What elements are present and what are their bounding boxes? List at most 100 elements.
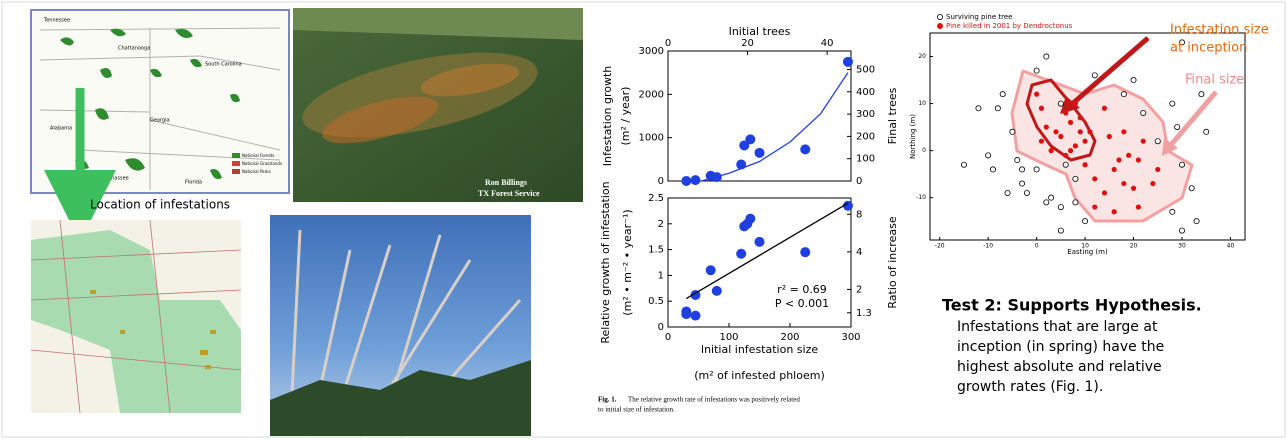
data-point [1058, 133, 1064, 140]
trees-photo [270, 215, 531, 437]
data-point [1067, 148, 1074, 154]
y-tick-label: 1.5 [648, 245, 664, 256]
data-point [1111, 166, 1117, 173]
data-point [994, 105, 1001, 112]
inception-outline [1025, 78, 1097, 162]
data-point [1033, 166, 1040, 173]
data-point [1038, 105, 1045, 111]
y-tick-label: 0.5 [648, 296, 664, 307]
data-point [1043, 199, 1050, 206]
data-point [745, 134, 756, 145]
data-point [1179, 39, 1186, 46]
region-map: Tennessee Chattanooga South Carolina Geo… [30, 9, 290, 194]
data-point [1169, 208, 1176, 215]
data-point [711, 285, 722, 296]
data-point [1130, 185, 1137, 191]
final-size-outline [1010, 69, 1194, 223]
x-tick-label: -20 [935, 243, 945, 250]
data-point [1057, 227, 1064, 234]
data-point [842, 200, 853, 211]
x-tick-label: 0 [665, 332, 671, 343]
data-point [1072, 199, 1079, 206]
data-point [681, 309, 692, 320]
y-tick-label: 1000 [639, 133, 664, 144]
data-point [800, 144, 811, 155]
data-point [1082, 218, 1089, 225]
legend-entry: Surviving pine tree [946, 13, 1012, 21]
y2-tick-label: 100 [856, 154, 875, 165]
data-point [690, 175, 701, 186]
data-point [1126, 152, 1132, 158]
conclusion-text: highest absolute and relative [957, 359, 1162, 375]
y2-tick-label: 300 [856, 109, 875, 120]
data-point [1154, 138, 1161, 145]
data-point [754, 236, 765, 247]
figure-caption: The relative growth rate of infestations… [628, 396, 800, 404]
y-tick-label: 10 [918, 100, 926, 107]
data-point [1203, 128, 1210, 135]
data-point [960, 161, 967, 168]
data-point [1048, 194, 1055, 201]
map-label: Tallahassee [99, 176, 129, 182]
x-tick-label: 0 [1035, 243, 1039, 250]
aerial-photo: Ron Billings TX Forest Service [293, 8, 583, 202]
x-tick-label: 300 [841, 332, 860, 343]
data-point [1101, 190, 1108, 196]
x-tick-label: -10 [983, 243, 993, 250]
data-point [1140, 109, 1147, 116]
legend-marker [937, 13, 944, 20]
map-legend: National Parks [242, 169, 271, 174]
data-point [1034, 91, 1040, 97]
data-point [1121, 180, 1127, 187]
data-point [1023, 189, 1030, 196]
annotation: P < 0.001 [775, 297, 829, 310]
y-tick-label: 20 [918, 53, 926, 60]
data-point [1043, 53, 1050, 60]
x-tick-label: 40 [1227, 243, 1235, 250]
annotation: r² = 0.69 [777, 283, 827, 296]
data-point [1087, 129, 1093, 135]
y-tick-label: -10 [916, 194, 926, 201]
data-point [1033, 67, 1040, 74]
data-point [1072, 143, 1078, 149]
conclusion-text: growth rates (Fig. 1). [957, 379, 1103, 395]
data-point [1179, 227, 1186, 234]
data-point [1072, 175, 1079, 182]
data-point [975, 105, 982, 112]
x-tick-label: 10 [1081, 243, 1089, 250]
data-point [705, 265, 716, 276]
fit-line [685, 202, 849, 300]
annotation: at inception [1170, 41, 1247, 56]
data-point [681, 176, 692, 186]
data-point [690, 290, 701, 301]
map-label: South Carolina [205, 62, 242, 68]
data-point [1014, 157, 1021, 164]
data-point [736, 248, 747, 259]
y-tick-label: 2.5 [648, 193, 664, 204]
data-point [1062, 161, 1069, 168]
y2-axis-label: Ratio of increase [886, 216, 899, 308]
fit-line [701, 72, 849, 182]
data-point [1072, 100, 1078, 107]
legend-marker [937, 22, 944, 29]
data-point [1193, 218, 1200, 225]
x-tick-label: 200 [780, 332, 799, 343]
data-point [999, 91, 1006, 98]
x-tick-label: 20 [1130, 243, 1138, 250]
data-point [1174, 124, 1181, 131]
data-point [1082, 138, 1088, 144]
y2-tick-label: 200 [856, 131, 875, 142]
x2-tick-label: 20 [741, 38, 754, 49]
y2-tick-label: 500 [856, 65, 875, 76]
arrow [1070, 36, 1150, 106]
data-point [1150, 180, 1156, 187]
y2-tick-label: 0 [856, 176, 862, 187]
plot-frame [929, 32, 1246, 241]
arrow-head [1060, 96, 1080, 114]
x2-tick-label: 40 [821, 38, 834, 49]
plot-frame [667, 50, 852, 182]
x-tick-label: 100 [719, 332, 738, 343]
y-axis-label: Infestation growth [601, 66, 614, 167]
y-tick-label: 3000 [639, 46, 664, 57]
